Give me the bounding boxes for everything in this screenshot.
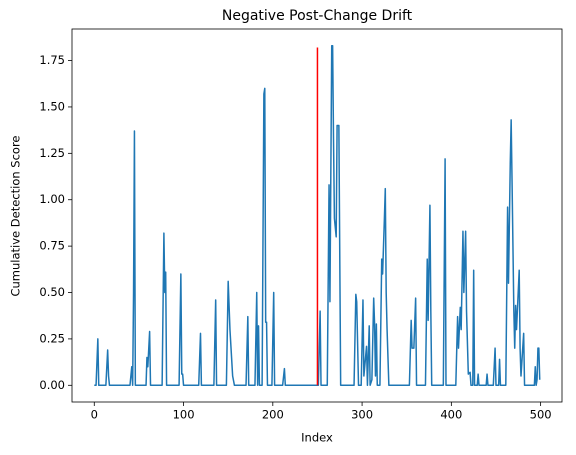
data-line — [94, 44, 541, 387]
x-tick-label: 400 — [440, 408, 462, 422]
y-tick-label: 0.50 — [39, 285, 65, 299]
y-tick-label: 1.50 — [39, 99, 65, 113]
y-tick-label: 0.25 — [39, 331, 65, 345]
y-tick-label: 1.25 — [39, 146, 65, 160]
y-tick-label: 1.00 — [39, 192, 65, 206]
x-tick-label: 300 — [351, 408, 373, 422]
x-tick-label: 500 — [530, 408, 552, 422]
y-tick-label: 0.75 — [39, 239, 65, 253]
chart-title: Negative Post-Change Drift — [222, 8, 413, 24]
y-axis-label: Cumulative Detection Score — [9, 135, 23, 296]
y-tick-label: 0.00 — [39, 378, 65, 392]
x-tick-label: 100 — [173, 408, 195, 422]
x-axis-label: Index — [301, 431, 333, 445]
plot-frame — [71, 28, 563, 403]
x-tick-label: 200 — [262, 408, 284, 422]
x-tick-label: 0 — [91, 408, 98, 422]
y-tick-label: 1.75 — [39, 53, 65, 67]
